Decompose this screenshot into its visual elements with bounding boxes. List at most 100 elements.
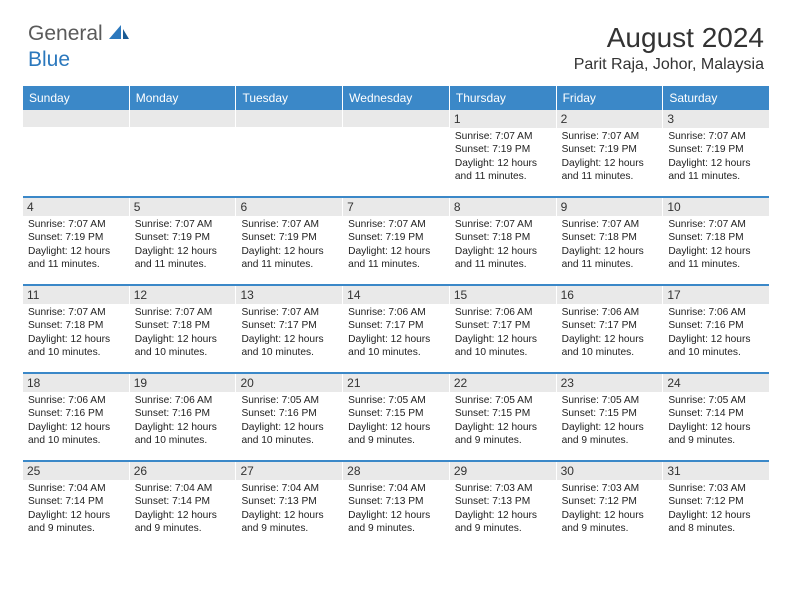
sunset-text: Sunset: 7:18 PM	[135, 319, 231, 332]
daylight-text: Daylight: 12 hours and 10 minutes.	[135, 421, 231, 448]
day-number: 22	[450, 374, 556, 392]
day-cell: 14Sunrise: 7:06 AMSunset: 7:17 PMDayligh…	[343, 286, 450, 372]
day-info: Sunrise: 7:07 AMSunset: 7:18 PMDaylight:…	[455, 218, 551, 272]
day-number: 13	[236, 286, 342, 304]
brand-logo: General	[28, 22, 132, 46]
daylight-text: Daylight: 12 hours and 10 minutes.	[135, 333, 231, 360]
day-cell: 17Sunrise: 7:06 AMSunset: 7:16 PMDayligh…	[663, 286, 769, 372]
day-cell: 8 Sunrise: 7:07 AMSunset: 7:18 PMDaylight…	[450, 198, 557, 284]
day-cell: 23Sunrise: 7:05 AMSunset: 7:15 PMDayligh…	[557, 374, 664, 460]
day-cell: 9Sunrise: 7:07 AMSunset: 7:18 PMDaylight…	[557, 198, 664, 284]
day-number: 12	[130, 286, 236, 304]
day-info: Sunrise: 7:07 AMSunset: 7:18 PMDaylight:…	[668, 218, 764, 272]
sunrise-text: Sunrise: 7:07 AM	[241, 306, 337, 319]
sunset-text: Sunset: 7:16 PM	[135, 407, 231, 420]
sunrise-text: Sunrise: 7:07 AM	[241, 218, 337, 231]
daylight-text: Daylight: 12 hours and 9 minutes.	[455, 509, 551, 536]
daylight-text: Daylight: 12 hours and 10 minutes.	[241, 333, 337, 360]
sunset-text: Sunset: 7:19 PM	[348, 231, 444, 244]
sunrise-text: Sunrise: 7:06 AM	[455, 306, 551, 319]
day-info: Sunrise: 7:05 AMSunset: 7:16 PMDaylight:…	[241, 394, 337, 448]
daylight-text: Daylight: 12 hours and 9 minutes.	[455, 421, 551, 448]
day-info: Sunrise: 7:04 AMSunset: 7:14 PMDaylight:…	[28, 482, 124, 536]
sunrise-text: Sunrise: 7:05 AM	[562, 394, 658, 407]
dow-friday: Friday	[557, 86, 664, 110]
day-cell: 15Sunrise: 7:06 AMSunset: 7:17 PMDayligh…	[450, 286, 557, 372]
day-cell	[236, 110, 343, 196]
sunset-text: Sunset: 7:14 PM	[135, 495, 231, 508]
sunrise-text: Sunrise: 7:03 AM	[562, 482, 658, 495]
day-info: Sunrise: 7:07 AMSunset: 7:19 PMDaylight:…	[241, 218, 337, 272]
daylight-text: Daylight: 12 hours and 10 minutes.	[28, 333, 124, 360]
daylight-text: Daylight: 12 hours and 11 minutes.	[135, 245, 231, 272]
day-number: 16	[557, 286, 663, 304]
sunrise-text: Sunrise: 7:07 AM	[135, 218, 231, 231]
day-number: 1	[450, 110, 556, 128]
sunset-text: Sunset: 7:18 PM	[668, 231, 764, 244]
sunrise-text: Sunrise: 7:04 AM	[241, 482, 337, 495]
sunset-text: Sunset: 7:15 PM	[348, 407, 444, 420]
brand-part2: Blue	[28, 48, 70, 71]
sunset-text: Sunset: 7:17 PM	[348, 319, 444, 332]
day-number: 31	[663, 462, 769, 480]
daylight-text: Daylight: 12 hours and 10 minutes.	[28, 421, 124, 448]
daylight-text: Daylight: 12 hours and 11 minutes.	[668, 245, 764, 272]
day-cell: 21Sunrise: 7:05 AMSunset: 7:15 PMDayligh…	[343, 374, 450, 460]
sunrise-text: Sunrise: 7:07 AM	[455, 218, 551, 231]
daylight-text: Daylight: 12 hours and 9 minutes.	[241, 509, 337, 536]
day-number: 5	[130, 198, 236, 216]
daylight-text: Daylight: 12 hours and 11 minutes.	[455, 245, 551, 272]
sunset-text: Sunset: 7:13 PM	[348, 495, 444, 508]
sunrise-text: Sunrise: 7:05 AM	[455, 394, 551, 407]
sunset-text: Sunset: 7:12 PM	[562, 495, 658, 508]
daylight-text: Daylight: 12 hours and 9 minutes.	[562, 421, 658, 448]
sunset-text: Sunset: 7:17 PM	[241, 319, 337, 332]
day-info: Sunrise: 7:06 AMSunset: 7:16 PMDaylight:…	[28, 394, 124, 448]
sunset-text: Sunset: 7:15 PM	[562, 407, 658, 420]
day-number: 14	[343, 286, 449, 304]
day-cell: 16 Sunrise: 7:06 AMSunset: 7:17 PMDayligh…	[557, 286, 664, 372]
sunset-text: Sunset: 7:17 PM	[562, 319, 658, 332]
day-info: Sunrise: 7:06 AMSunset: 7:16 PMDaylight:…	[135, 394, 231, 448]
sunrise-text: Sunrise: 7:05 AM	[668, 394, 764, 407]
daylight-text: Daylight: 12 hours and 10 minutes.	[562, 333, 658, 360]
dow-monday: Monday	[130, 86, 237, 110]
day-info: Sunrise: 7:07 AMSunset: 7:19 PMDaylight:…	[562, 130, 658, 184]
weeks-container: 1Sunrise: 7:07 AMSunset: 7:19 PMDaylight…	[23, 110, 769, 548]
sunrise-text: Sunrise: 7:06 AM	[28, 394, 124, 407]
sunrise-text: Sunrise: 7:06 AM	[135, 394, 231, 407]
sunset-text: Sunset: 7:19 PM	[668, 143, 764, 156]
sunrise-text: Sunrise: 7:07 AM	[668, 130, 764, 143]
daylight-text: Daylight: 12 hours and 9 minutes.	[348, 421, 444, 448]
day-cell	[343, 110, 450, 196]
day-number: 3	[663, 110, 769, 128]
daylight-text: Daylight: 12 hours and 9 minutes.	[135, 509, 231, 536]
day-number: 25	[23, 462, 129, 480]
day-cell	[23, 110, 130, 196]
day-info: Sunrise: 7:07 AMSunset: 7:19 PMDaylight:…	[135, 218, 231, 272]
sunset-text: Sunset: 7:13 PM	[455, 495, 551, 508]
sunset-text: Sunset: 7:13 PM	[241, 495, 337, 508]
sunset-text: Sunset: 7:17 PM	[455, 319, 551, 332]
day-cell: 6 Sunrise: 7:07 AMSunset: 7:19 PMDaylight…	[236, 198, 343, 284]
dow-sunday: Sunday	[23, 86, 130, 110]
day-cell: 25 Sunrise: 7:04 AMSunset: 7:14 PMDayligh…	[23, 462, 130, 548]
day-info: Sunrise: 7:06 AMSunset: 7:17 PMDaylight:…	[562, 306, 658, 360]
day-number: 30	[557, 462, 663, 480]
brand-part1: General	[28, 22, 103, 46]
day-cell: 22Sunrise: 7:05 AMSunset: 7:15 PMDayligh…	[450, 374, 557, 460]
day-cell: 24Sunrise: 7:05 AMSunset: 7:14 PMDayligh…	[663, 374, 769, 460]
day-cell: 4Sunrise: 7:07 AMSunset: 7:19 PMDaylight…	[23, 198, 130, 284]
location-label: Parit Raja, Johor, Malaysia	[574, 56, 764, 74]
day-cell: 27Sunrise: 7:04 AMSunset: 7:13 PMDayligh…	[236, 462, 343, 548]
dow-wednesday: Wednesday	[343, 86, 450, 110]
day-number: 8	[450, 198, 556, 216]
sunrise-text: Sunrise: 7:05 AM	[348, 394, 444, 407]
day-number: 6	[236, 198, 342, 216]
day-cell: 29Sunrise: 7:03 AMSunset: 7:13 PMDayligh…	[450, 462, 557, 548]
day-number	[130, 110, 236, 127]
dow-tuesday: Tuesday	[236, 86, 343, 110]
week-row: 25Sunrise: 7:04 AMSunset: 7:14 PMDayligh…	[23, 462, 769, 548]
sunrise-text: Sunrise: 7:06 AM	[668, 306, 764, 319]
week-row: 18Sunrise: 7:06 AMSunset: 7:16 PMDayligh…	[23, 374, 769, 460]
